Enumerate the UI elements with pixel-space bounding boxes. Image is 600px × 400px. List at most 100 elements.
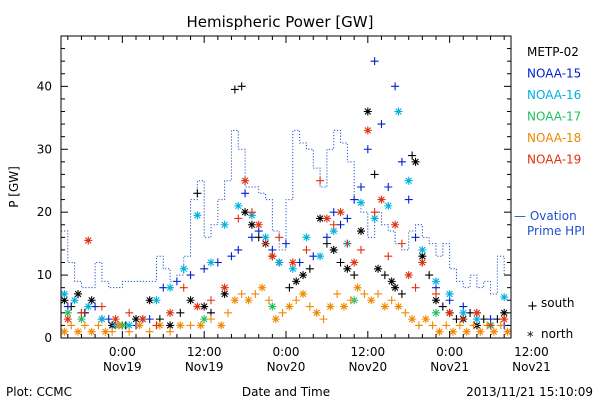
legend-ovation-line1: — Ovation — [514, 209, 577, 223]
data-point — [230, 85, 239, 94]
data-point — [159, 283, 168, 292]
data-point — [432, 289, 440, 298]
data-point — [459, 315, 468, 324]
data-point — [125, 321, 134, 330]
x-tick-label-date: Nov19 — [103, 360, 142, 374]
y-tick-label: 0 — [44, 331, 52, 345]
data-point — [258, 283, 267, 292]
data-point — [449, 327, 458, 336]
data-point — [391, 82, 400, 91]
data-point — [87, 296, 96, 305]
data-point — [479, 315, 488, 324]
data-point — [316, 252, 325, 261]
plot-credit: Plot: CCMC — [6, 385, 72, 399]
data-point — [176, 321, 185, 330]
data-point — [268, 302, 277, 311]
x-tick-label-date: Nov20 — [267, 360, 306, 374]
data-point — [394, 302, 403, 311]
data-point — [172, 277, 181, 286]
ovation-hpi-line — [61, 129, 511, 295]
data-point — [186, 296, 195, 305]
data-point — [254, 220, 263, 229]
y-tick-label: 40 — [37, 79, 52, 93]
series-noaa-19 — [63, 126, 509, 330]
data-point — [237, 82, 246, 91]
data-point — [63, 315, 72, 324]
data-point — [397, 289, 406, 298]
data-point — [114, 321, 123, 330]
plot-frame — [60, 35, 512, 339]
data-point — [500, 315, 509, 324]
data-point — [380, 302, 389, 311]
data-point — [346, 296, 355, 305]
data-point — [391, 220, 400, 229]
data-point — [350, 195, 359, 204]
data-point — [193, 302, 202, 311]
data-point — [493, 315, 502, 324]
data-point — [179, 264, 188, 273]
data-point — [97, 302, 106, 311]
data-point — [282, 239, 290, 248]
data-point — [418, 258, 427, 267]
legend-entry-noaa-17: NOAA-17 — [527, 110, 581, 124]
data-point — [357, 183, 365, 191]
series-noaa-15 — [63, 57, 509, 330]
data-point — [374, 289, 383, 298]
axes-layer: 0102030400:00Nov1912:00Nov190:00Nov2012:… — [37, 35, 551, 374]
data-point — [285, 283, 294, 292]
data-point — [230, 296, 239, 305]
data-point — [353, 283, 362, 292]
data-point — [247, 220, 256, 229]
data-point — [295, 258, 304, 267]
data-point — [411, 233, 420, 242]
data-point — [135, 321, 144, 330]
data-point — [77, 308, 86, 317]
data-point — [370, 214, 379, 223]
data-point — [469, 321, 478, 330]
data-point — [186, 321, 195, 330]
data-point — [213, 258, 222, 267]
data-point — [343, 239, 352, 248]
series-noaa-18 — [60, 283, 512, 336]
data-point — [241, 208, 250, 217]
points-layer — [60, 57, 512, 336]
data-point — [397, 157, 406, 166]
data-point — [77, 315, 86, 324]
x-tick-label-time: 12:00 — [351, 345, 386, 359]
data-point — [166, 327, 175, 336]
data-point — [476, 327, 485, 336]
data-point — [425, 271, 434, 280]
ovation-layer — [61, 129, 511, 295]
data-point — [179, 283, 188, 292]
x-tick-label-time: 12:00 — [514, 345, 549, 359]
x-tick-label-date: Nov21 — [430, 360, 469, 374]
x-tick-label-date: Nov19 — [185, 360, 224, 374]
data-point — [271, 315, 280, 324]
data-point — [241, 176, 250, 185]
data-point — [67, 321, 76, 330]
data-point — [377, 195, 386, 204]
legend-label-north: north — [541, 327, 573, 341]
data-point — [227, 252, 236, 261]
data-point — [145, 315, 154, 324]
data-point — [224, 308, 233, 317]
legend-entry-noaa-18: NOAA-18 — [527, 131, 581, 145]
data-point — [166, 308, 175, 317]
data-point — [339, 302, 348, 311]
y-tick-label: 20 — [37, 205, 52, 219]
data-point — [268, 252, 277, 261]
data-point — [237, 289, 246, 298]
legend-symbol-south: + — [527, 299, 538, 314]
data-point — [500, 308, 509, 317]
data-point — [63, 308, 72, 317]
data-point — [108, 327, 117, 336]
data-point — [125, 327, 134, 336]
data-point — [442, 321, 451, 330]
x-tick-label-time: 12:00 — [187, 345, 222, 359]
legend-ovation-line2: Prime HPI — [527, 224, 585, 238]
data-point — [278, 308, 287, 317]
data-point — [363, 145, 372, 154]
data-point — [360, 289, 369, 298]
data-point — [414, 321, 423, 330]
y-tick-label: 10 — [37, 268, 52, 282]
